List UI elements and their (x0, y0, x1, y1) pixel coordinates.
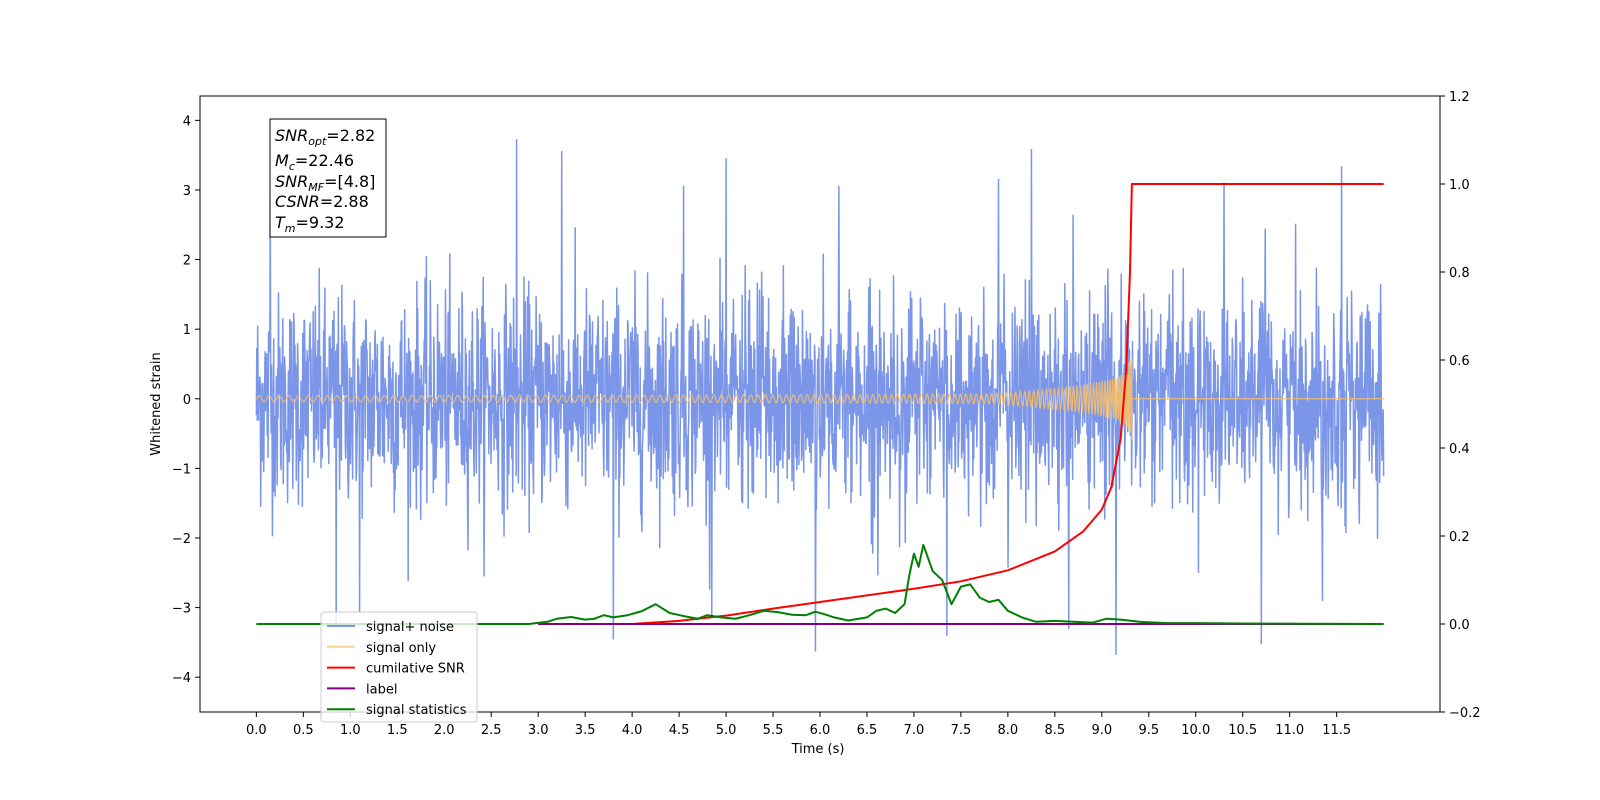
x-tick-label: 11.0 (1275, 723, 1304, 738)
y-right-tick-label: 0.4 (1449, 442, 1470, 457)
legend-entry-cumulative-snr: cumilative SNR (327, 662, 465, 677)
x-tick-label: 9.0 (1091, 723, 1112, 738)
x-tick-label: 4.5 (669, 723, 690, 738)
y-right-tick-label: 1.0 (1449, 178, 1470, 193)
x-tick-label: 0.5 (293, 723, 314, 738)
x-tick-label: 7.5 (951, 723, 972, 738)
y-right-tick-label: 1.2 (1449, 90, 1470, 105)
annotation-snr-mf: SNRMF=[4.8] (275, 172, 375, 194)
y-right-tick-label: 0.0 (1449, 618, 1470, 633)
x-tick-label: 9.5 (1138, 723, 1159, 738)
y-left-tick-label: −2 (172, 532, 191, 547)
x-tick-label: 8.5 (1045, 723, 1066, 738)
annotation-csnr: CSNR=2.88 (275, 192, 369, 211)
y-axis-left: 4 3 2 1 0 −1 −2 −3 −4 (172, 114, 200, 686)
x-tick-label: 7.0 (904, 723, 925, 738)
series-signal-only (255, 358, 1384, 441)
legend-entry-signal-only: signal only (327, 641, 436, 656)
x-tick-label: 11.5 (1322, 723, 1351, 738)
y-axis-label: Whitened strain (149, 352, 164, 455)
y-left-tick-label: 2 (183, 254, 191, 269)
y-axis-right: 1.2 1.0 0.8 0.6 0.4 0.2 0.0 −0.2 (1440, 90, 1481, 721)
legend-frame (320, 611, 478, 723)
legend-entry-signal-statistics: signal statistics (327, 703, 467, 718)
y-left-tick-label: −4 (172, 671, 191, 686)
annotation-tm: Tm=9.32 (275, 213, 345, 235)
x-tick-label: 1.0 (340, 723, 361, 738)
y-right-tick-label: 0.8 (1449, 266, 1470, 281)
x-tick-label: 6.0 (810, 723, 831, 738)
y-left-tick-label: 4 (183, 114, 191, 129)
y-left-tick-label: 1 (183, 323, 191, 338)
x-tick-label: 2.5 (481, 723, 502, 738)
legend: signal+ noise signal only cumilative SNR la… (320, 611, 478, 723)
annotation-snr-opt: SNRopt=2.82 (275, 126, 375, 148)
y-left-tick-label: −1 (172, 462, 191, 477)
x-tick-label: 0.0 (246, 723, 267, 738)
legend-text: signal only (366, 641, 436, 656)
x-tick-label: 6.5 (857, 723, 878, 738)
y-left-tick-label: −3 (172, 602, 191, 617)
x-tick-label: 3.5 (575, 723, 596, 738)
legend-text: signal statistics (366, 703, 467, 718)
legend-entry-label: label (327, 682, 397, 697)
annotation-frame (269, 118, 387, 238)
x-axis: 0.0 0.5 1.0 1.5 2.0 2.5 3.0 3.5 4.0 4.5 5.0 5.5 6.0 6… (246, 712, 1351, 738)
y-right-tick-label: 0.6 (1449, 354, 1470, 369)
x-tick-label: 5.5 (763, 723, 784, 738)
x-tick-label: 10.5 (1228, 723, 1257, 738)
x-tick-label: 3.0 (528, 723, 549, 738)
legend-text: label (366, 682, 397, 697)
legend-text: cumilative SNR (366, 662, 465, 677)
x-tick-label: 10.0 (1181, 723, 1210, 738)
x-tick-label: 5.0 (716, 723, 737, 738)
annotation-mc: Mc=22.46 (275, 151, 354, 173)
y-left-tick-label: 3 (183, 184, 191, 199)
y-right-tick-label: 0.2 (1449, 530, 1470, 545)
x-tick-label: 1.5 (387, 723, 408, 738)
x-tick-label: 8.0 (998, 723, 1019, 738)
series-signal-noise (255, 139, 1385, 655)
y-left-tick-label: 0 (183, 393, 191, 408)
parameter-annotation-box: SNRopt=2.82 Mc=22.46 SNRMF=[4.8] CSNR=2.… (269, 118, 387, 238)
x-axis-label: Time (s) (791, 742, 845, 757)
series-cumulative-snr (538, 183, 1384, 625)
x-tick-label: 2.0 (434, 723, 455, 738)
series-signal-statistics (256, 543, 1384, 625)
x-tick-label: 4.0 (622, 723, 643, 738)
y-right-tick-label: −0.2 (1449, 706, 1481, 721)
plot-area (255, 139, 1385, 655)
legend-text: signal+ noise (366, 620, 454, 635)
legend-entry-signal-noise: signal+ noise (327, 620, 454, 635)
